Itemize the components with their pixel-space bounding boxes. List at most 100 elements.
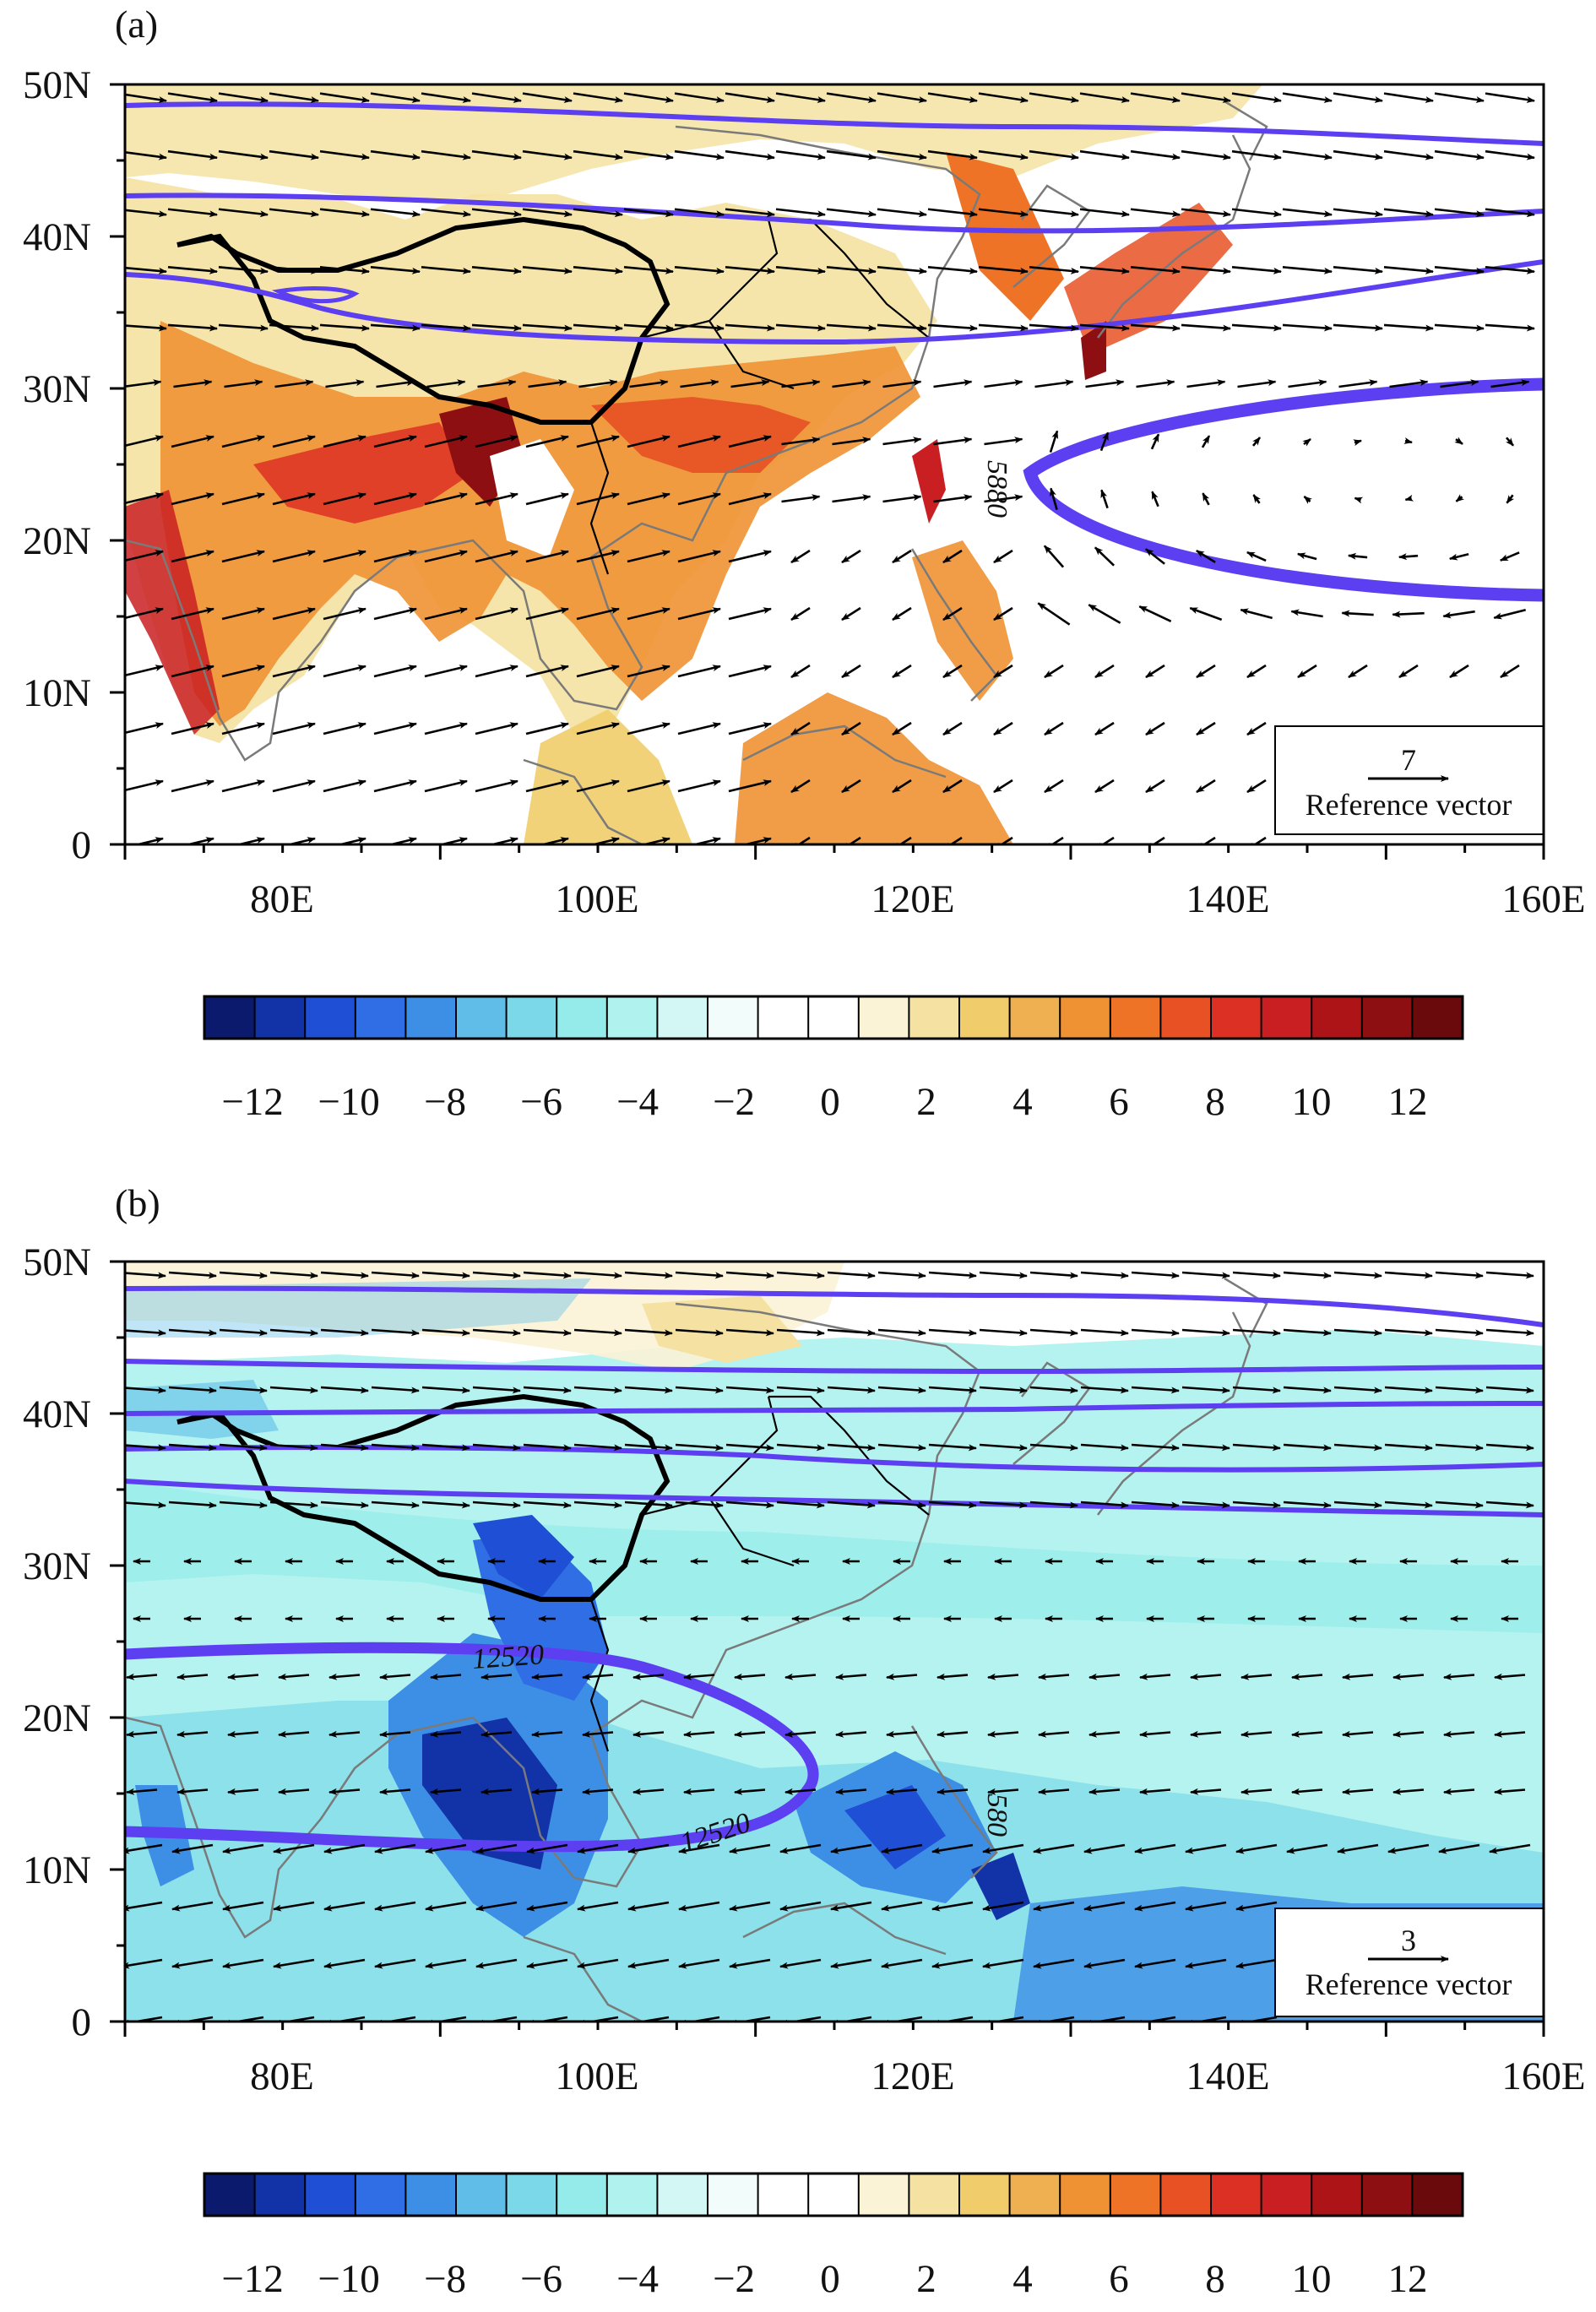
wind-vector (370, 92, 421, 103)
wind-vector (424, 779, 468, 793)
wind-vector (171, 1958, 214, 1969)
wind-vector (218, 266, 269, 274)
coastlines (125, 1277, 1268, 2022)
wind-vector (827, 1328, 876, 1337)
panel-label: (a) (115, 3, 158, 46)
wind-vector (1050, 487, 1058, 510)
colorbar-swatch (505, 2173, 558, 2217)
wind-vector (1499, 551, 1520, 562)
wind-vector (573, 1271, 622, 1279)
wind-vector (523, 1501, 572, 1509)
colorbar-swatch (556, 996, 609, 1039)
wind-vector (218, 208, 269, 218)
wind-vector (1485, 266, 1535, 274)
wind-vector (1485, 149, 1535, 160)
wind-vector (526, 1843, 568, 1854)
wind-vector (886, 1673, 918, 1680)
wind-vector (1235, 1901, 1278, 1912)
wind-vector (627, 607, 670, 621)
wind-vector (1384, 1271, 1433, 1279)
wind-vector (1235, 1843, 1278, 1854)
wind-vector (171, 550, 214, 563)
wind-vectors (125, 1271, 1534, 2022)
wind-vector (273, 1843, 315, 1854)
wind-vector (728, 435, 772, 448)
wind-vector (278, 1673, 310, 1680)
wind-vector (882, 494, 922, 503)
wind-vector (928, 1328, 977, 1337)
wind-vector (525, 779, 569, 793)
wind-vector (1443, 1788, 1475, 1795)
wind-vector (176, 1673, 209, 1680)
wind-vector (993, 779, 1013, 794)
wind-vector (882, 437, 922, 446)
panel-label: (b) (115, 1181, 160, 1224)
wind-vector (826, 92, 877, 103)
wind-vector (125, 379, 162, 388)
wind-vector (725, 92, 775, 103)
wind-vector (841, 549, 861, 564)
wind-vector (624, 1328, 673, 1337)
wind-vector (826, 149, 877, 160)
wind-vector (982, 1843, 1024, 1854)
wind-vector (477, 379, 517, 388)
wind-vector (1442, 610, 1475, 619)
wind-vector (421, 1501, 470, 1509)
wind-vector (826, 323, 877, 332)
wind-vector (573, 1501, 622, 1509)
wind-vector (674, 266, 725, 274)
wind-vector (832, 494, 871, 503)
wind-vector (1131, 1443, 1180, 1452)
wind-vector (729, 1843, 771, 1854)
wind-vector (784, 1788, 817, 1795)
wind-vector (374, 1901, 416, 1912)
wind-vector (683, 1730, 715, 1738)
wind-vector (725, 1501, 774, 1509)
wind-vector (936, 1730, 969, 1738)
wind-vector (826, 266, 877, 274)
wind-vector (1455, 494, 1464, 502)
colorbar-swatch (1008, 2173, 1061, 2217)
panel-a: (a) (23, 3, 1586, 1124)
colorbar-swatch (958, 996, 1012, 1039)
colorbar-swatch (1159, 996, 1213, 1039)
colorbar-tick-label: −12 (221, 2257, 284, 2301)
wind-vector (1384, 1386, 1433, 1394)
wind-vector (430, 1788, 462, 1795)
wind-vector (1303, 496, 1312, 504)
wind-vector (675, 1328, 724, 1337)
wind-vector (522, 149, 573, 160)
wind-vector (224, 379, 263, 388)
wind-vector (167, 208, 218, 218)
wind-vector (627, 779, 670, 793)
wind-vector (373, 435, 417, 448)
wind-vector (1094, 664, 1115, 679)
colorbar-swatch (556, 2173, 609, 2217)
wind-vector (577, 1843, 619, 1854)
wind-vector (627, 1958, 670, 1969)
wind-vector (522, 92, 573, 103)
wind-vector (1485, 208, 1535, 218)
wind-vector (272, 435, 316, 448)
wind-vector (790, 549, 811, 564)
colorbar-tick-label: 0 (820, 2257, 840, 2301)
wind-vector (531, 1788, 563, 1795)
wind-vector (1333, 1328, 1382, 1337)
wind-vector (1029, 208, 1079, 218)
wind-vector (931, 1958, 974, 1969)
wind-vector (1190, 1730, 1222, 1738)
wind-vector (525, 607, 569, 621)
wind-vector (319, 208, 370, 218)
wind-vector (627, 435, 670, 448)
wind-vector (725, 266, 775, 274)
wind-vector (728, 550, 772, 563)
wind-vector (1080, 1386, 1129, 1394)
wind-vector (1333, 1443, 1382, 1452)
wind-vector (775, 208, 826, 218)
wind-vector (218, 149, 269, 160)
coastlines (125, 100, 1268, 844)
wind-vector (573, 266, 623, 274)
wind-vector (832, 379, 871, 388)
wind-vector (776, 1386, 825, 1394)
wind-vector (1297, 664, 1317, 679)
